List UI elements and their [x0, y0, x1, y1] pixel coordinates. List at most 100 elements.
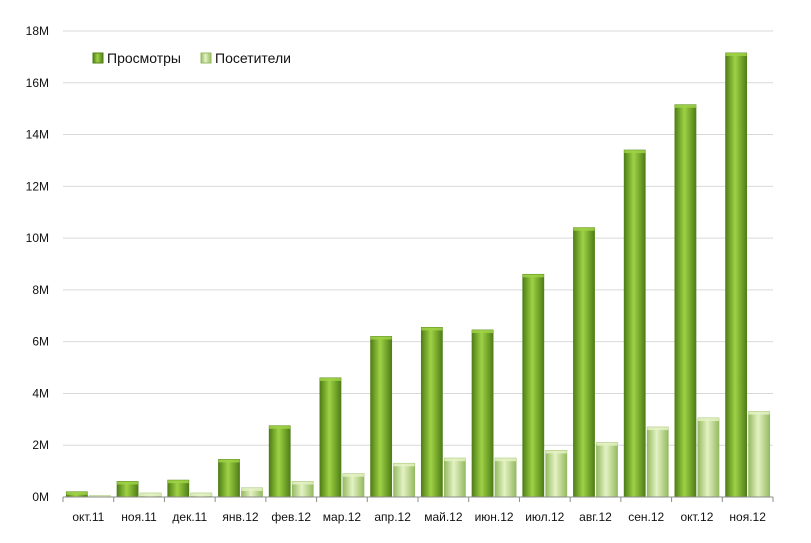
- bar-visitors: [697, 417, 720, 498]
- bar-views: [167, 479, 190, 498]
- x-tick-label: ноя.12: [729, 510, 766, 524]
- bar-cap: [292, 481, 314, 485]
- bar-views: [420, 327, 443, 498]
- y-tick-label: 8M: [32, 283, 49, 297]
- bar-cap: [444, 458, 466, 462]
- y-tick-label: 0M: [32, 490, 49, 504]
- y-tick-label: 2M: [32, 438, 49, 452]
- x-tick-label: янв.12: [222, 510, 259, 524]
- bar-body: [748, 411, 771, 498]
- bar-views: [725, 52, 748, 498]
- x-axis: [62, 496, 774, 502]
- bar-body: [268, 425, 291, 498]
- bar-cap: [190, 493, 212, 497]
- x-tick-label: дек.11: [172, 510, 207, 524]
- bar-visitors: [190, 492, 213, 498]
- bar-visitors: [748, 411, 771, 498]
- x-tick-label: ноя.11: [121, 510, 157, 524]
- bar-body: [646, 426, 669, 498]
- x-tick-label: апр.12: [374, 510, 411, 524]
- bar-visitors: [139, 492, 162, 498]
- bar-body: [370, 336, 393, 498]
- bar-cap: [269, 425, 291, 429]
- bar-body: [623, 149, 646, 498]
- y-tick-label: 6M: [32, 335, 49, 349]
- bar-cap: [522, 274, 544, 278]
- bar-body: [319, 377, 342, 498]
- bar-cap: [140, 493, 162, 497]
- legend-label-views: Просмотры: [107, 50, 181, 66]
- bar-visitors: [596, 442, 618, 498]
- bar-body: [420, 327, 443, 498]
- bar-cap: [472, 330, 494, 334]
- bar-visitors: [393, 462, 416, 498]
- y-tick-label: 14M: [26, 128, 49, 142]
- bar-cap: [319, 377, 341, 381]
- x-tick-label: сен.12: [628, 510, 664, 524]
- bar-cap: [495, 458, 517, 462]
- legend: Просмотры Посетители: [92, 50, 291, 66]
- bar-body: [471, 329, 494, 498]
- bar-cap: [748, 411, 770, 415]
- bar-visitors: [443, 457, 466, 498]
- bar-views: [65, 491, 88, 498]
- bar-cap: [370, 336, 392, 340]
- y-tick-label: 10M: [26, 231, 49, 245]
- bar-views: [471, 329, 494, 498]
- bar-body: [494, 457, 517, 498]
- bar-body: [674, 104, 697, 498]
- bar-cap: [725, 53, 747, 57]
- bar-cap: [89, 495, 111, 497]
- bar-cap: [393, 463, 415, 467]
- bar-views: [674, 104, 697, 498]
- bar-views: [218, 459, 240, 498]
- y-axis-ticks: 0M 2M 4M 6M 8M 10M 12M 14M 16M 18M: [26, 24, 49, 504]
- bar-cap: [596, 442, 618, 446]
- bar-cap: [647, 427, 669, 431]
- bar-body: [545, 449, 568, 498]
- bar-cap: [545, 450, 567, 454]
- bar-views: [623, 149, 646, 498]
- bar-body: [522, 273, 545, 498]
- x-tick-label: фев.12: [271, 510, 311, 524]
- bar-visitors: [342, 473, 365, 498]
- bar-cap: [241, 487, 263, 491]
- legend-label-visitors: Посетители: [215, 50, 291, 66]
- bar-body: [596, 442, 618, 498]
- x-tick-label: авг.12: [579, 510, 612, 524]
- bar-cap: [697, 418, 719, 422]
- bar-body: [342, 473, 365, 498]
- bar-cap: [421, 327, 443, 331]
- y-tick-label: 18M: [26, 24, 49, 38]
- bar-body: [393, 462, 416, 498]
- x-tick-label: май.12: [424, 510, 463, 524]
- bar-views: [370, 336, 393, 498]
- bar-body: [218, 459, 240, 498]
- bar-body: [697, 417, 720, 498]
- y-tick-label: 4M: [32, 386, 49, 400]
- bar-visitors: [646, 426, 669, 498]
- bar-cap: [218, 459, 240, 463]
- bar-cap: [624, 150, 646, 154]
- bar-cap: [342, 473, 364, 477]
- bar-cap: [66, 491, 88, 495]
- bar-views: [573, 227, 595, 498]
- bar-visitors: [545, 449, 568, 498]
- gridlines: [63, 30, 773, 446]
- bar-visitors: [494, 457, 517, 498]
- legend-swatch-visitors: [200, 52, 212, 64]
- bar-body: [725, 52, 748, 498]
- legend-item-visitors: Посетители: [200, 50, 291, 66]
- bar-visitors: [291, 481, 314, 498]
- legend-swatch-views: [92, 52, 104, 64]
- bar-views: [319, 377, 342, 498]
- bar-views: [522, 273, 545, 498]
- bar-cap: [573, 227, 595, 231]
- y-tick-label: 16M: [26, 76, 49, 90]
- bar-cap: [167, 480, 189, 484]
- x-tick-label: окт.11: [72, 510, 104, 524]
- y-tick-label: 12M: [26, 179, 49, 193]
- x-tick-label: июн.12: [475, 510, 514, 524]
- bar-body: [573, 227, 595, 498]
